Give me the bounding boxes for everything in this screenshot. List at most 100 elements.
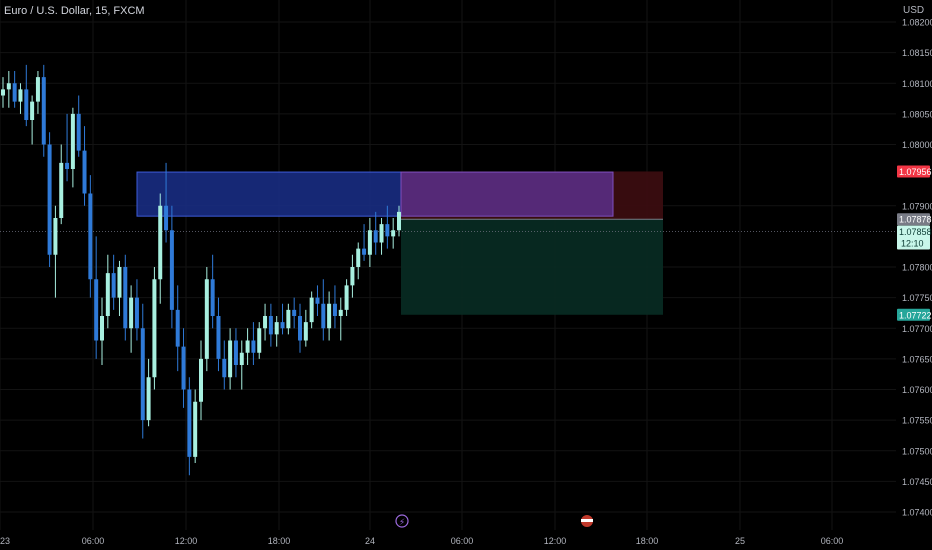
candle-body xyxy=(181,346,186,390)
candle-body xyxy=(327,303,332,329)
y-tick-label: 1.07900 xyxy=(902,201,932,211)
y-tick-label: 1.07800 xyxy=(902,263,932,273)
x-tick-label: 18:00 xyxy=(636,536,659,546)
candle-body xyxy=(134,297,139,329)
candle-body xyxy=(123,267,128,329)
candle-body xyxy=(379,224,384,243)
chart-title: Euro / U.S. Dollar, 15, FXCM xyxy=(4,5,145,17)
candle-body xyxy=(280,322,285,329)
y-tick-label: 1.08100 xyxy=(902,79,932,89)
entry-price-label: 1.07878 xyxy=(899,215,932,225)
candle-body xyxy=(175,309,180,347)
candle-body xyxy=(362,248,367,255)
current-price-label-bg xyxy=(897,225,930,250)
zone-overlap-box xyxy=(400,171,614,217)
y-tick-label: 1.07750 xyxy=(902,293,932,303)
x-tick-label: 25 xyxy=(735,536,745,546)
candle-body xyxy=(94,279,99,341)
x-tick-label: 23 xyxy=(0,536,10,546)
zone-box xyxy=(136,171,402,217)
candle-body xyxy=(152,279,157,378)
candle-body xyxy=(140,328,145,421)
candle-body xyxy=(233,340,238,365)
candle-body xyxy=(286,309,291,329)
candle-body xyxy=(146,377,151,421)
candle-body xyxy=(309,297,314,323)
candle-body xyxy=(315,297,320,304)
y-tick-label: 1.07450 xyxy=(902,477,932,487)
candle-body xyxy=(53,218,58,255)
x-tick-label: 06:00 xyxy=(821,536,844,546)
x-tick-label: 06:00 xyxy=(451,536,474,546)
y-tick-label: 1.07500 xyxy=(902,446,932,456)
candle-body xyxy=(321,303,326,329)
candle-body xyxy=(350,267,355,286)
candle-body xyxy=(59,162,64,218)
candle-body xyxy=(41,77,46,145)
stop-price-label-bg xyxy=(897,165,930,178)
candle-body xyxy=(100,316,104,341)
currency-label: USD xyxy=(903,5,925,16)
candle-body xyxy=(187,389,192,457)
y-tick-label: 1.07600 xyxy=(902,385,932,395)
candle-body xyxy=(245,340,250,353)
candle-body xyxy=(193,401,198,457)
candle-body xyxy=(268,316,273,335)
candle-body xyxy=(274,322,279,335)
candle-body xyxy=(263,316,268,329)
candle-body xyxy=(24,89,29,120)
candle-body xyxy=(298,316,302,341)
candle-body xyxy=(30,101,35,120)
stop-price-label: 1.07956 xyxy=(899,167,932,177)
candle-body xyxy=(117,267,122,298)
candle-body xyxy=(35,77,40,102)
take-profit-zone xyxy=(401,219,663,315)
y-tick-label: 1.07650 xyxy=(902,354,932,364)
drawing-layer xyxy=(0,171,896,315)
flash-glyph: ⚡ xyxy=(399,518,405,528)
candle-body xyxy=(385,224,390,237)
candle-body xyxy=(204,279,209,359)
candle-body xyxy=(391,230,396,237)
candle-body xyxy=(158,205,163,280)
candle-body xyxy=(65,162,70,169)
x-tick-label: 18:00 xyxy=(268,536,291,546)
candle-body xyxy=(88,193,93,280)
candle-body xyxy=(70,113,75,169)
target-price-label: 1.07722 xyxy=(899,310,932,320)
candle-body xyxy=(12,83,17,102)
x-tick-label: 24 xyxy=(365,536,375,546)
candle-body xyxy=(332,303,337,316)
candle-body xyxy=(164,205,169,231)
x-tick-label: 12:00 xyxy=(544,536,567,546)
y-tick-label: 1.08200 xyxy=(902,18,932,28)
flash-event-icon[interactable] xyxy=(395,514,409,528)
price-axis[interactable]: 1.08200 1.08150 1.08100 1.08050 1.08000 1.079… xyxy=(902,18,932,518)
y-tick-label: 1.08150 xyxy=(902,48,932,58)
candle-body xyxy=(105,273,110,316)
y-tick-label: 1.08050 xyxy=(902,109,932,119)
candle-body xyxy=(344,285,349,310)
time-axis[interactable]: 23 06:00 12:00 18:00 24 06:00 12:00 18:00 25 06:0… xyxy=(0,536,843,546)
candle-body xyxy=(169,230,174,310)
candle-body xyxy=(239,352,244,365)
candle-body xyxy=(397,211,401,231)
candle-body xyxy=(111,273,116,298)
candle-body xyxy=(251,340,256,353)
current-price-label: 1.07858 xyxy=(899,227,932,237)
candle-body xyxy=(76,113,81,151)
candle-body xyxy=(367,230,372,255)
current-price-label-countdown: 12:10 xyxy=(901,238,924,248)
us-flag-stripe xyxy=(581,519,593,522)
target-price-label-bg xyxy=(897,308,930,321)
event-markers[interactable]: ⚡ xyxy=(395,514,593,528)
candle-body xyxy=(356,248,361,267)
candle-body xyxy=(303,322,308,341)
candles xyxy=(1,64,401,476)
x-tick-label: 06:00 xyxy=(82,536,105,546)
candle-body xyxy=(18,89,23,102)
candle-body xyxy=(338,309,343,316)
y-tick-label: 1.07400 xyxy=(902,508,932,518)
